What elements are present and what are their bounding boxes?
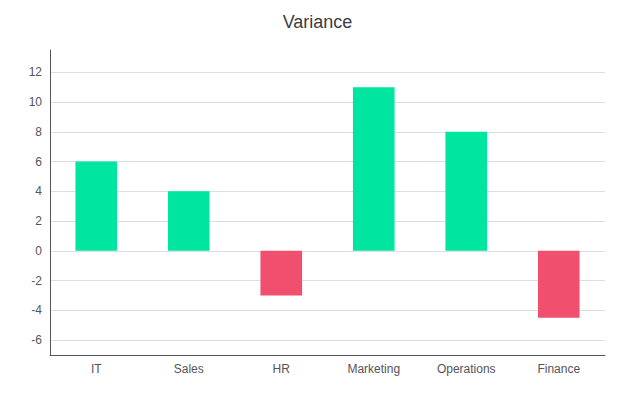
- svg-text:HR: HR: [273, 362, 291, 376]
- svg-text:-2: -2: [31, 274, 42, 288]
- svg-text:12: 12: [29, 65, 43, 79]
- svg-text:-6: -6: [31, 333, 42, 347]
- svg-text:Finance: Finance: [537, 362, 580, 376]
- svg-text:-4: -4: [31, 303, 42, 317]
- svg-text:Sales: Sales: [174, 362, 204, 376]
- svg-text:Operations: Operations: [437, 362, 496, 376]
- svg-text:IT: IT: [91, 362, 102, 376]
- svg-text:8: 8: [35, 125, 42, 139]
- svg-text:Variance: Variance: [283, 12, 353, 32]
- svg-text:10: 10: [29, 95, 43, 109]
- svg-text:6: 6: [35, 155, 42, 169]
- svg-text:4: 4: [35, 184, 42, 198]
- svg-text:0: 0: [35, 244, 42, 258]
- svg-text:2: 2: [35, 214, 42, 228]
- svg-text:Marketing: Marketing: [347, 362, 400, 376]
